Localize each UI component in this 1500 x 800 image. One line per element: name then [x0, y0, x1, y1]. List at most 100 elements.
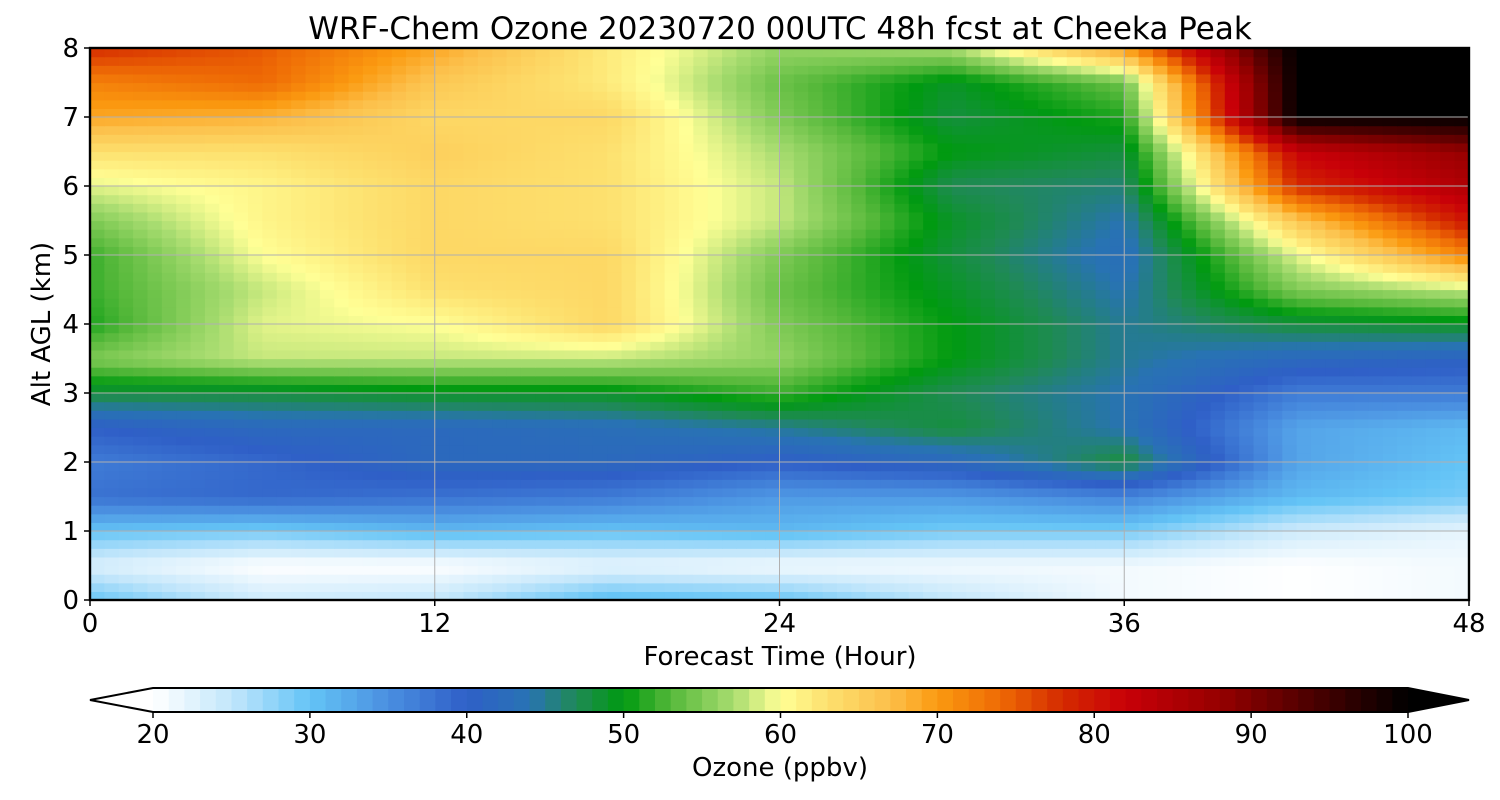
heatmap-cell: [133, 513, 149, 523]
heatmap-cell: [1454, 556, 1470, 567]
heatmap-cell: [836, 418, 852, 429]
heatmap-cell: [377, 470, 393, 480]
heatmap-cell: [865, 349, 881, 360]
heatmap-cell: [1081, 324, 1097, 334]
heatmap-cell: [190, 418, 206, 429]
heatmap-cell: [391, 168, 407, 178]
heatmap-cell: [1440, 358, 1456, 368]
heatmap-cell: [923, 349, 939, 360]
heatmap-cell: [1052, 349, 1068, 360]
heatmap-cell: [1411, 556, 1427, 567]
heatmap-cell: [492, 427, 508, 437]
heatmap-cell: [664, 427, 680, 437]
heatmap-cell: [506, 487, 522, 498]
heatmap-cell: [1023, 487, 1039, 498]
heatmap-cell: [90, 479, 105, 489]
heatmap-cell: [592, 418, 608, 429]
heatmap-cell: [1081, 177, 1097, 187]
heatmap-cell: [1167, 151, 1183, 161]
heatmap-cell: [1009, 220, 1025, 230]
heatmap-cell: [736, 168, 752, 178]
heatmap-cell: [147, 177, 163, 187]
heatmap-cell: [1397, 375, 1413, 385]
heatmap-cell: [578, 470, 594, 480]
heatmap-cell: [549, 384, 565, 394]
heatmap-cell: [966, 582, 982, 592]
heatmap-cell: [635, 462, 651, 472]
heatmap-cell: [1023, 418, 1039, 429]
heatmap-cell: [233, 358, 249, 368]
heatmap-cell: [420, 229, 436, 239]
heatmap-cell: [1196, 410, 1212, 420]
heatmap-cell: [391, 229, 407, 239]
heatmap-cell: [420, 349, 436, 360]
heatmap-cell: [808, 255, 824, 265]
heatmap-cell: [621, 496, 637, 506]
heatmap-cell: [1167, 160, 1183, 170]
heatmap-cell: [1425, 229, 1441, 239]
heatmap-cell: [219, 237, 235, 247]
heatmap-cell: [334, 565, 350, 575]
heatmap-cell: [133, 211, 149, 222]
heatmap-cell: [1425, 470, 1441, 480]
heatmap-cell: [305, 220, 321, 230]
heatmap-cell: [1411, 548, 1427, 558]
heatmap-cell: [1196, 358, 1212, 368]
heatmap-cell: [506, 393, 522, 403]
heatmap-cell: [1411, 263, 1427, 273]
heatmap-cell: [492, 186, 508, 196]
heatmap-cell: [219, 168, 235, 178]
heatmap-cell: [851, 177, 867, 187]
heatmap-cell: [1325, 168, 1341, 178]
heatmap-cell: [621, 513, 637, 523]
heatmap-cell: [362, 349, 378, 360]
heatmap-cell: [1397, 393, 1413, 403]
heatmap-cell: [880, 539, 896, 549]
heatmap-cell: [449, 479, 465, 489]
heatmap-cell: [880, 556, 896, 567]
heatmap-cell: [793, 375, 809, 385]
heatmap-cell: [822, 367, 838, 377]
heatmap-cell: [1081, 436, 1097, 446]
heatmap-cell: [1354, 384, 1370, 394]
heatmap-cell: [765, 151, 781, 161]
heatmap-cell: [463, 177, 479, 187]
heatmap-cell: [161, 177, 177, 187]
heatmap-cell: [204, 565, 220, 575]
heatmap-cell: [951, 246, 967, 256]
heatmap-cell: [248, 246, 263, 256]
heatmap-cell: [808, 556, 824, 567]
heatmap-cell: [564, 272, 579, 282]
heatmap-cell: [535, 410, 551, 420]
heatmap-cell: [1440, 220, 1456, 230]
heatmap-cell: [635, 358, 651, 368]
heatmap-cell: [635, 246, 651, 256]
heatmap-cell: [334, 211, 350, 222]
heatmap-cell: [1038, 375, 1054, 385]
heatmap-cell: [291, 462, 307, 472]
heatmap-cell: [937, 522, 953, 532]
heatmap-cell: [133, 367, 149, 377]
heatmap-cell: [1152, 332, 1168, 342]
heatmap-cell: [937, 306, 953, 316]
heatmap-cell: [377, 186, 393, 196]
heatmap-cell: [1454, 272, 1470, 282]
heatmap-cell: [678, 341, 694, 351]
heatmap-cell: [1052, 427, 1068, 437]
heatmap-cell: [722, 522, 737, 532]
heatmap-cell: [635, 505, 651, 515]
heatmap-cell: [578, 298, 594, 308]
heatmap-cell: [535, 384, 551, 394]
heatmap-cell: [1310, 531, 1326, 541]
heatmap-cell: [865, 548, 881, 558]
heatmap-cell: [477, 306, 493, 316]
heatmap-cell: [1109, 160, 1125, 170]
heatmap-cell: [520, 548, 536, 558]
heatmap-cell: [1152, 548, 1168, 558]
heatmap-cell: [118, 453, 134, 463]
heatmap-cell: [1138, 177, 1154, 187]
heatmap-cell: [894, 427, 910, 437]
heatmap-cell: [1267, 341, 1283, 351]
heatmap-cell: [1224, 168, 1240, 178]
heatmap-cell: [520, 177, 536, 187]
